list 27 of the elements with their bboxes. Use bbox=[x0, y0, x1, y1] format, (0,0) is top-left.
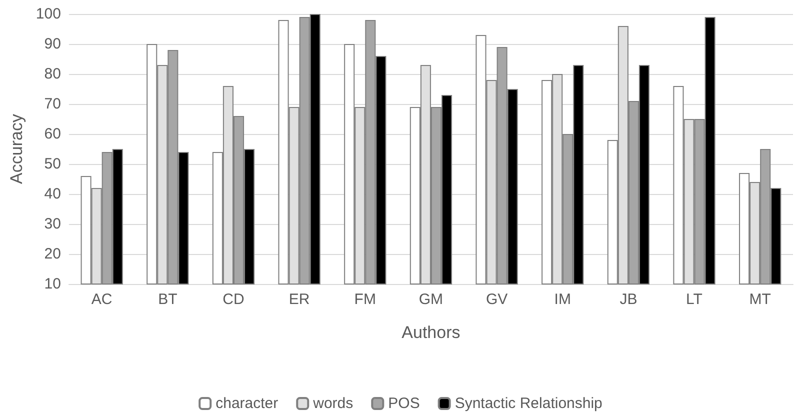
legend-label: character bbox=[216, 395, 278, 412]
y-tick-label: 30 bbox=[44, 216, 61, 232]
legend-label: words bbox=[312, 395, 354, 412]
x-tick-label: MT bbox=[749, 291, 771, 308]
y-tick-label: 60 bbox=[44, 126, 61, 142]
x-tick-label: CD bbox=[222, 291, 244, 308]
x-tick-label: GM bbox=[418, 291, 444, 308]
x-tick-label: JB bbox=[620, 291, 638, 308]
x-tick-label: ER bbox=[288, 291, 310, 308]
y-tick-label: 50 bbox=[44, 156, 61, 172]
y-tick-label: 70 bbox=[44, 96, 61, 112]
y-tick-label: 90 bbox=[44, 36, 61, 52]
x-tick-label: GV bbox=[486, 291, 508, 308]
y-tick-label: 20 bbox=[44, 246, 61, 262]
y-tick-label: 10 bbox=[44, 276, 61, 292]
y-axis-title: Accuracy bbox=[7, 114, 26, 184]
legend-label: Syntactic Relationship bbox=[454, 395, 602, 412]
x-tick-label: IM bbox=[554, 291, 571, 308]
legend-label: POS bbox=[388, 395, 420, 412]
x-tick-label: AC bbox=[91, 291, 112, 308]
y-tick-label: 40 bbox=[44, 186, 61, 202]
y-tick-label: 80 bbox=[44, 66, 61, 82]
x-tick-label: FM bbox=[354, 291, 376, 308]
x-axis-title: Authors bbox=[402, 323, 460, 342]
x-tick-label: LT bbox=[686, 291, 702, 308]
y-tick-label: 100 bbox=[36, 6, 61, 22]
x-tick-label: BT bbox=[158, 291, 178, 308]
